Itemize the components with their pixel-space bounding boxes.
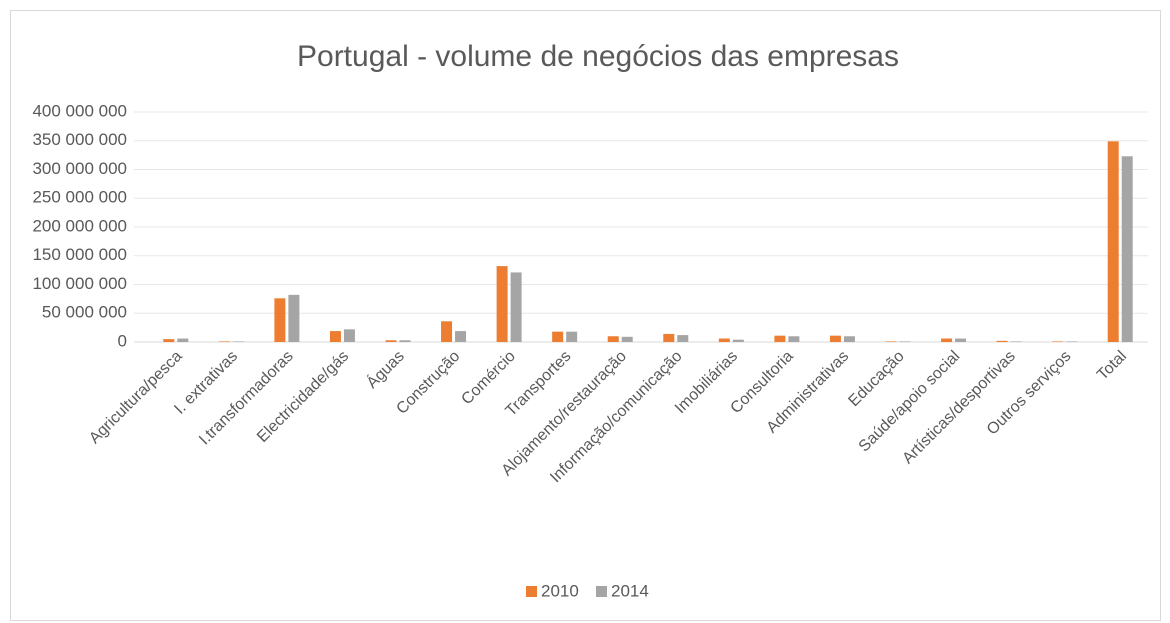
- legend-label: 2014: [611, 581, 649, 600]
- bar: [288, 294, 300, 342]
- bar: [774, 335, 786, 342]
- bar: [441, 321, 453, 342]
- y-tick-label: 400 000 000: [32, 101, 127, 120]
- legend-label: 2010: [541, 581, 579, 600]
- bar: [1121, 156, 1133, 342]
- y-tick-label: 350 000 000: [32, 130, 127, 149]
- bar: [496, 266, 508, 342]
- bar: [955, 338, 967, 342]
- y-tick-label: 0: [118, 331, 127, 350]
- bar: [1107, 141, 1119, 342]
- bar: [885, 341, 897, 342]
- chart-title: Portugal - volume de negócios das empres…: [297, 40, 899, 73]
- bar: [163, 339, 175, 342]
- bar: [829, 335, 841, 342]
- bar: [621, 336, 633, 342]
- bar: [177, 338, 189, 342]
- bar: [732, 339, 744, 342]
- bar: [399, 340, 411, 342]
- bar: [510, 272, 522, 342]
- chart-border: [10, 10, 1161, 621]
- bar: [941, 338, 953, 342]
- bar: [385, 340, 397, 342]
- y-tick-label: 250 000 000: [32, 188, 127, 207]
- bar: [1052, 341, 1064, 342]
- bar: [232, 341, 244, 342]
- y-tick-label: 100 000 000: [32, 274, 127, 293]
- bar: [552, 331, 564, 342]
- legend-swatch: [596, 586, 607, 597]
- bar: [455, 331, 467, 342]
- bar: [899, 341, 911, 342]
- bar: [566, 331, 578, 342]
- bar: [663, 333, 675, 342]
- bar: [218, 341, 230, 342]
- bar: [274, 298, 286, 342]
- bar: [996, 340, 1008, 342]
- y-tick-label: 50 000 000: [42, 303, 127, 322]
- bar: [1010, 341, 1022, 342]
- y-tick-label: 300 000 000: [32, 159, 127, 178]
- bar: [329, 331, 341, 342]
- bar: [843, 336, 855, 342]
- legend-swatch: [526, 586, 537, 597]
- bar: [788, 336, 800, 342]
- y-tick-label: 200 000 000: [32, 216, 127, 235]
- bar: [718, 338, 730, 342]
- bar: [677, 335, 689, 342]
- bar: [607, 336, 619, 342]
- bar: [343, 329, 355, 342]
- y-tick-label: 150 000 000: [32, 245, 127, 264]
- bar: [1066, 341, 1078, 342]
